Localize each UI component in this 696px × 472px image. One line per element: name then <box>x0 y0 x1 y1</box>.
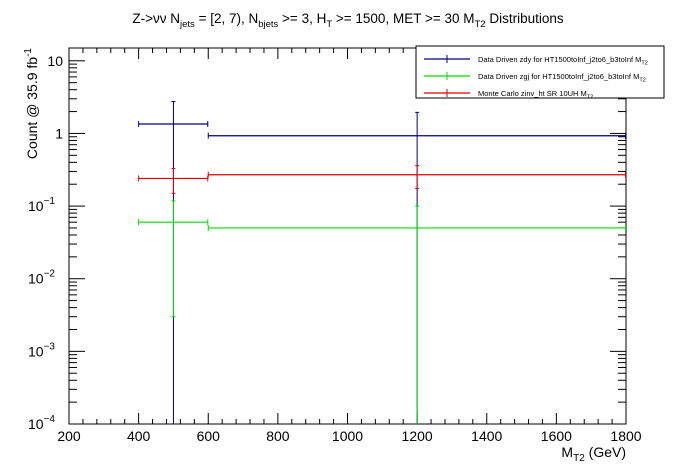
legend: Data Driven zdy for HT1500toInf_j2to6_b3… <box>415 45 665 101</box>
legend-label: Data Driven zdy for HT1500toInf_j2to6_b3… <box>478 55 648 67</box>
x-axis-label: MT2 (GeV) <box>561 444 626 464</box>
legend-label: Data Driven zgj for HT1500toInf_j2to6_b3… <box>478 72 646 84</box>
legend-entry: Data Driven zgj for HT1500toInf_j2to6_b3… <box>424 72 646 84</box>
y-tick-label: 10 <box>47 53 63 69</box>
series-layer <box>138 101 626 424</box>
legend-entry: Monte Carlo zinv_ht SR 10UH MT2 <box>424 89 593 101</box>
x-tick-label: 1200 <box>402 428 433 444</box>
legend-label: Monte Carlo zinv_ht SR 10UH MT2 <box>478 89 593 101</box>
legend-entries: Data Driven zdy for HT1500toInf_j2to6_b3… <box>424 55 648 101</box>
y-tick-label: 1 <box>55 125 63 141</box>
x-tick-label: 1400 <box>471 428 502 444</box>
legend-box <box>415 45 665 99</box>
x-tick-label: 1000 <box>332 428 363 444</box>
x-tick-label: 600 <box>197 428 221 444</box>
x-tick-label: 1800 <box>610 428 641 444</box>
series-2 <box>138 200 626 424</box>
x-tick-label: 200 <box>57 428 81 444</box>
x-tick-label: 1600 <box>541 428 572 444</box>
y-tick-label: 10−1 <box>28 196 55 214</box>
chart-title: Z->νν Njets = [2, 7), Nbjets >= 3, HT >=… <box>132 11 563 30</box>
series-3 <box>138 165 626 194</box>
y-tick-label: 10−3 <box>28 341 55 359</box>
y-axis-label: Count @ 35.9 fb-1 <box>23 48 40 160</box>
axis-ticks: 200 400 600 800 1000 1200 1400 1600 1800 10 1 10−1 1… <box>28 48 642 444</box>
y-tick-label: 10−4 <box>28 414 55 432</box>
y-tick-label: 10−2 <box>28 269 55 287</box>
x-tick-label: 800 <box>266 428 290 444</box>
x-tick-label: 400 <box>127 428 151 444</box>
legend-entry: Data Driven zdy for HT1500toInf_j2to6_b3… <box>424 55 648 67</box>
